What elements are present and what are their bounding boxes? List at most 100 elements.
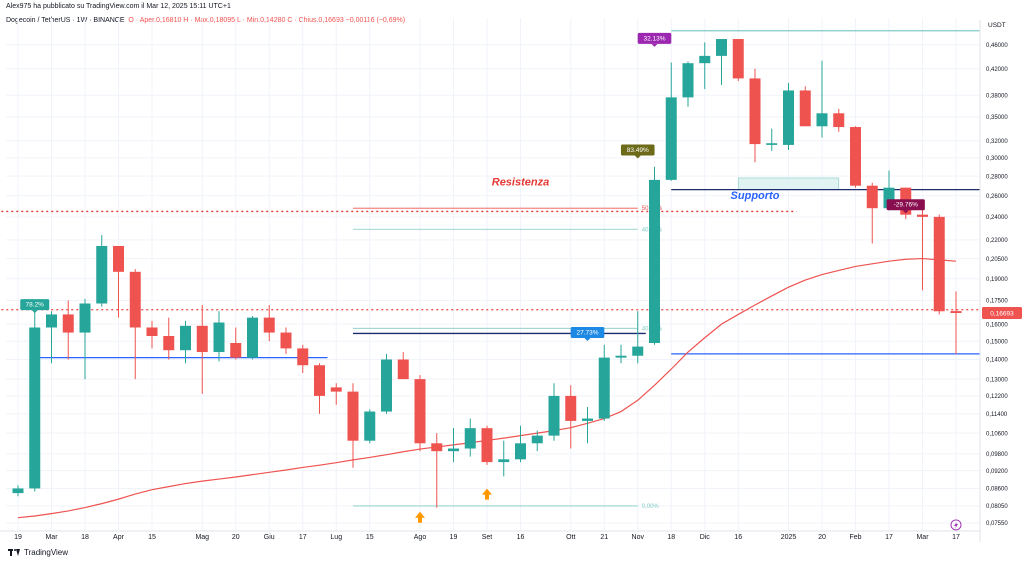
published-by: Alex975 ha pubblicato su TradingView.com… (6, 3, 231, 10)
candle (531, 430, 543, 452)
time-tick-label: Set (482, 534, 493, 541)
candle-body (96, 245, 108, 304)
candle-body (531, 435, 543, 444)
candle (330, 383, 342, 405)
candle (565, 385, 577, 449)
candle (79, 298, 91, 380)
time-tick-label: Apr (113, 534, 125, 541)
price-tick-label: 0,46000 (986, 43, 1008, 49)
change-label-bg (620, 144, 655, 156)
lightning-bolt (954, 521, 958, 529)
candle-body (850, 127, 861, 186)
candle (163, 317, 175, 360)
candle-body (414, 379, 426, 444)
change-label-pointer (902, 210, 909, 214)
candle (816, 60, 828, 138)
candle-body (146, 327, 158, 336)
candle (62, 300, 74, 360)
candle-body (883, 187, 895, 209)
candle-body (816, 113, 828, 127)
candle-body (682, 63, 694, 98)
candle-body (230, 343, 242, 358)
candle (381, 353, 392, 414)
price-tick-label: 0,09200 (986, 469, 1008, 475)
support-zone (737, 177, 840, 190)
candle-body (749, 78, 761, 145)
candle (716, 39, 727, 86)
tradingview-logo-icon (8, 549, 20, 556)
time-tick-label: 18 (667, 534, 675, 541)
candle-body (448, 448, 459, 452)
candle (464, 418, 476, 457)
candle-body (582, 418, 593, 421)
candle-body (46, 314, 57, 328)
price-tick-label: 0,32000 (986, 139, 1008, 145)
price-tick-label: 0,20500 (986, 257, 1008, 263)
price-tick-label: 0,42000 (986, 67, 1008, 73)
candle-body (129, 271, 141, 328)
candle (833, 108, 845, 132)
price-tick-label: 0,08050 (986, 504, 1008, 510)
change-label: 32.13% (643, 35, 665, 42)
candle (12, 485, 24, 497)
symbol-line: Dogecoin / TetherUS · 1W · BINANCE O · A… (6, 17, 405, 24)
candle (431, 433, 443, 508)
candle-body (732, 39, 744, 79)
price-tick-label: 0,28000 (986, 174, 1008, 180)
annotation-text: Supporto (731, 190, 780, 202)
time-tick-label: Lug (330, 534, 342, 541)
candle (113, 245, 124, 318)
candle (850, 126, 861, 188)
up-arrow-icon (415, 511, 425, 523)
candle-body (79, 303, 91, 333)
price-tick-label: 0,38000 (986, 93, 1008, 99)
change-label: 27.73% (576, 329, 598, 336)
time-tick-label: 16 (517, 534, 525, 541)
time-tick-label: 20 (232, 534, 240, 541)
candle (247, 316, 258, 360)
candle (515, 425, 526, 463)
candle-body (330, 387, 342, 392)
time-tick-label: Giu (264, 534, 275, 541)
time-tick-label: Mar (45, 534, 58, 541)
annotation-text: Resistenza (492, 177, 549, 189)
candle-body (431, 443, 443, 452)
candle-body (481, 428, 493, 463)
time-tick-label: Dic (700, 534, 711, 541)
change-label-bg (886, 199, 925, 211)
time-tick-label: 19 (450, 534, 458, 541)
candle-body (766, 143, 778, 145)
price-tick-label: 0,10600 (986, 431, 1008, 437)
candle (498, 440, 510, 477)
candle (615, 344, 627, 364)
candle-body (548, 395, 560, 436)
time-tick-label: Nov (632, 534, 645, 541)
candle-body (866, 185, 878, 209)
candle (582, 406, 593, 444)
candle-body (12, 488, 24, 494)
time-tick-label: 15 (148, 534, 156, 541)
time-tick-label: Ago (414, 534, 427, 541)
price-tick-label: 0,09800 (986, 452, 1008, 458)
time-tick-label: 18 (81, 534, 89, 541)
time-tick-label: 20 (818, 534, 826, 541)
candle (649, 166, 660, 345)
ohlc-values: O · Aper.0,16810 H · Max.0,18095 L · Min… (128, 17, 406, 24)
change-label-bg (570, 326, 605, 338)
candle (866, 182, 878, 244)
candle-body (598, 357, 610, 419)
price-tick-label: 0,13000 (986, 377, 1008, 383)
candle-body (113, 245, 124, 272)
candle-body (163, 335, 175, 351)
brand-text: TradingView (24, 548, 69, 557)
candle-body (464, 428, 476, 449)
candle (783, 83, 794, 151)
candle-body (314, 365, 325, 396)
candle (263, 305, 275, 342)
candle (933, 214, 945, 315)
candle-body (297, 348, 309, 366)
candle (414, 375, 426, 452)
candle (397, 352, 409, 380)
candle (180, 320, 191, 364)
